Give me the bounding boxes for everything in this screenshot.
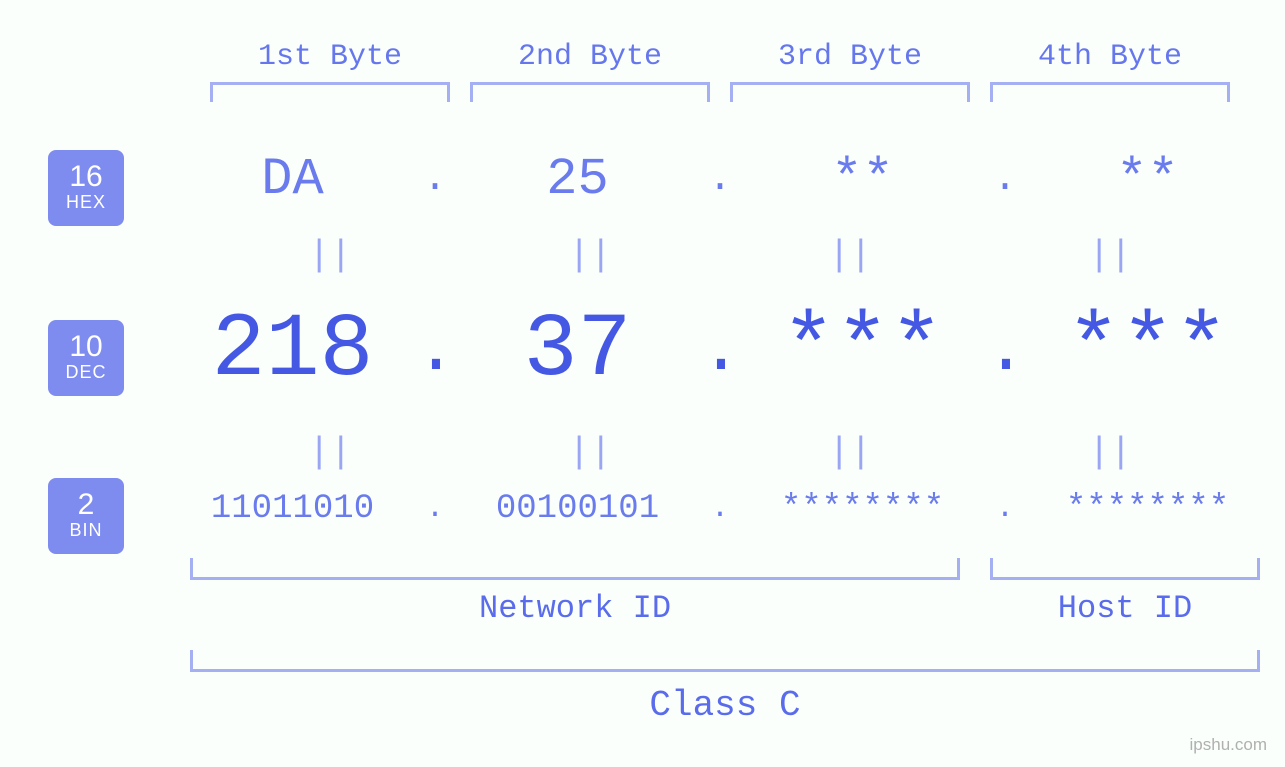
bracket-host-id — [990, 558, 1260, 580]
dot-icon: . — [415, 492, 455, 526]
equals-icon: || — [980, 432, 1240, 473]
id-labels: Network ID Host ID — [190, 590, 1260, 627]
equals-icon: || — [720, 432, 980, 473]
byte-header-1: 1st Byte — [200, 40, 460, 74]
hex-byte-2: 25 — [455, 150, 700, 209]
equals-icon: || — [980, 235, 1240, 276]
dec-byte-4: *** — [1025, 300, 1270, 402]
bin-byte-2: 00100101 — [455, 490, 700, 528]
top-brackets — [200, 82, 1240, 102]
network-id-label: Network ID — [190, 590, 960, 627]
host-id-label: Host ID — [990, 590, 1260, 627]
byte-header-4: 4th Byte — [980, 40, 1240, 74]
dot-icon: . — [415, 312, 455, 391]
equals-row-bottom: || || || || — [200, 432, 1240, 473]
dot-icon: . — [700, 312, 740, 391]
badge-hex-base: 16 — [69, 162, 102, 192]
equals-row-top: || || || || — [200, 235, 1240, 276]
hex-row: DA . 25 . ** . ** — [170, 150, 1270, 209]
badge-dec-base: 10 — [69, 332, 102, 362]
dot-icon: . — [985, 312, 1025, 391]
byte-header-2: 2nd Byte — [460, 40, 720, 74]
dec-byte-2: 37 — [455, 300, 700, 402]
bracket-byte-2 — [470, 82, 710, 102]
equals-icon: || — [460, 235, 720, 276]
hex-byte-3: ** — [740, 150, 985, 209]
badge-hex: 16 HEX — [48, 150, 124, 226]
bracket-network-id — [190, 558, 960, 580]
id-brackets — [190, 558, 1260, 580]
dot-icon: . — [985, 492, 1025, 526]
badge-dec: 10 DEC — [48, 320, 124, 396]
dot-icon: . — [415, 157, 455, 202]
bracket-byte-1 — [210, 82, 450, 102]
dot-icon: . — [985, 157, 1025, 202]
bin-row: 11011010 . 00100101 . ******** . *******… — [170, 490, 1270, 528]
bracket-byte-4 — [990, 82, 1230, 102]
bracket-byte-3 — [730, 82, 970, 102]
equals-icon: || — [720, 235, 980, 276]
watermark: ipshu.com — [1190, 735, 1267, 755]
dec-byte-3: *** — [740, 300, 985, 402]
bin-byte-4: ******** — [1025, 490, 1270, 528]
badge-bin-base: 2 — [78, 490, 95, 520]
dot-icon: . — [700, 157, 740, 202]
badge-dec-label: DEC — [65, 362, 106, 384]
dec-byte-1: 218 — [170, 300, 415, 402]
hex-byte-4: ** — [1025, 150, 1270, 209]
bin-byte-3: ******** — [740, 490, 985, 528]
equals-icon: || — [200, 432, 460, 473]
dec-row: 218 . 37 . *** . *** — [170, 300, 1270, 402]
dot-icon: . — [700, 492, 740, 526]
byte-headers-row: 1st Byte 2nd Byte 3rd Byte 4th Byte — [200, 40, 1240, 74]
badge-hex-label: HEX — [66, 192, 106, 214]
equals-icon: || — [200, 235, 460, 276]
equals-icon: || — [460, 432, 720, 473]
byte-header-3: 3rd Byte — [720, 40, 980, 74]
badge-bin: 2 BIN — [48, 478, 124, 554]
bin-byte-1: 11011010 — [170, 490, 415, 528]
badge-bin-label: BIN — [69, 520, 102, 542]
hex-byte-1: DA — [170, 150, 415, 209]
class-label: Class C — [190, 685, 1260, 726]
bracket-class — [190, 650, 1260, 672]
